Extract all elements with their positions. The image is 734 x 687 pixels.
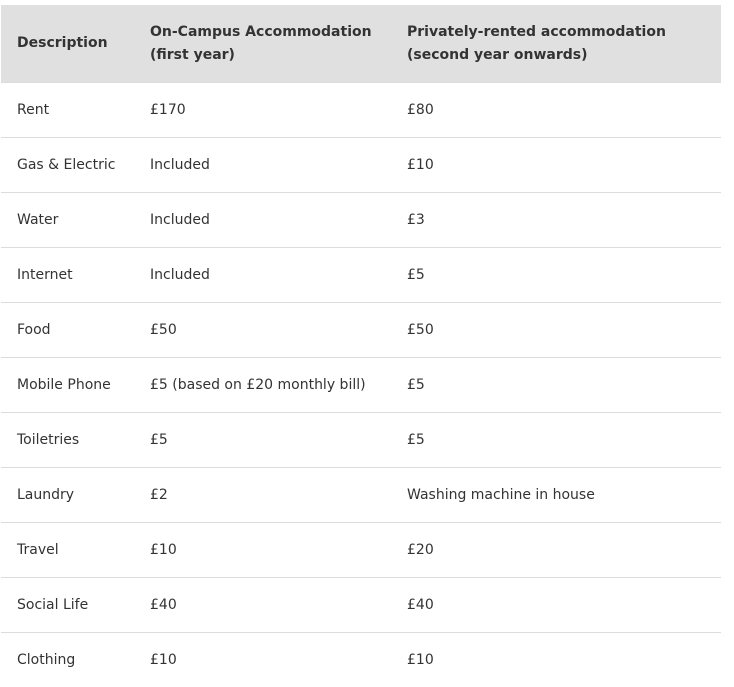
table-row: Social Life£40£40 (1, 578, 721, 633)
table-row: Food£50£50 (1, 303, 721, 358)
header-cell: Privately-rented accommodation (second y… (391, 5, 721, 83)
table-cell: Laundry (1, 468, 134, 523)
table-cell: Rent (1, 83, 134, 138)
table-cell: £5 (391, 413, 721, 468)
table-cell: £50 (391, 303, 721, 358)
table-cell: £5 (391, 248, 721, 303)
table-cell: £2 (134, 468, 391, 523)
table-cell: £10 (134, 633, 391, 687)
table-cell: Included (134, 248, 391, 303)
table-cell: £40 (391, 578, 721, 633)
header-cell: On-Campus Accommodation (first year) (134, 5, 391, 83)
table-cell: £5 (134, 413, 391, 468)
table-cell: Included (134, 138, 391, 193)
table-row: Travel£10£20 (1, 523, 721, 578)
table-cell: £40 (134, 578, 391, 633)
table-cell: Social Life (1, 578, 134, 633)
table-row: Mobile Phone£5 (based on £20 monthly bil… (1, 358, 721, 413)
table-cell: £5 (based on £20 monthly bill) (134, 358, 391, 413)
table-cell: Toiletries (1, 413, 134, 468)
table-cell: Washing machine in house (391, 468, 721, 523)
header-cell: Description (1, 5, 134, 83)
table-cell: Mobile Phone (1, 358, 134, 413)
table-cell: £50 (134, 303, 391, 358)
table-cell: £20 (391, 523, 721, 578)
table-row: Toiletries£5£5 (1, 413, 721, 468)
table-cell: £10 (391, 633, 721, 687)
table-cell: Included (134, 193, 391, 248)
table-cell: £80 (391, 83, 721, 138)
table-cell: £170 (134, 83, 391, 138)
table-row: Clothing£10£10 (1, 633, 721, 687)
table-row: Rent£170£80 (1, 83, 721, 138)
table-cell: £5 (391, 358, 721, 413)
table-cell: £3 (391, 193, 721, 248)
table-cell: Food (1, 303, 134, 358)
table-cell: Clothing (1, 633, 134, 687)
table-cell: Internet (1, 248, 134, 303)
table-cell: Water (1, 193, 134, 248)
table-cell: £10 (391, 138, 721, 193)
table-cell: Travel (1, 523, 134, 578)
table-cell: Gas & Electric (1, 138, 134, 193)
table-cell: £10 (134, 523, 391, 578)
